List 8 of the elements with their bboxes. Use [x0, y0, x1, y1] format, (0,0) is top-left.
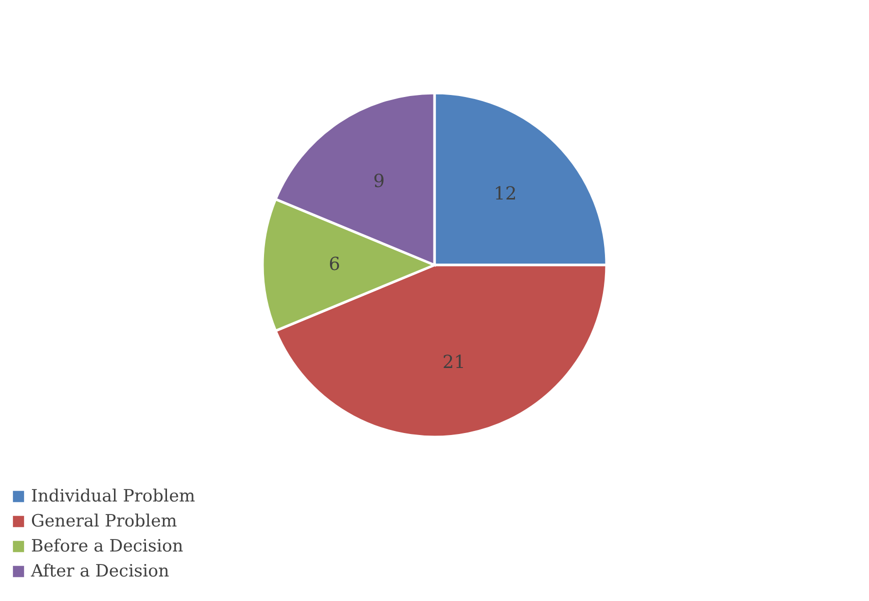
legend-label: Individual Problem — [31, 486, 196, 506]
legend-label: Before a Decision — [31, 536, 184, 556]
data-label: 12 — [494, 183, 517, 204]
legend-label: After a Decision — [30, 562, 170, 582]
data-label: 21 — [442, 352, 466, 374]
data-label: 6 — [328, 254, 340, 275]
legend-label: General Problem — [31, 512, 178, 532]
data-label: 9 — [373, 170, 385, 192]
